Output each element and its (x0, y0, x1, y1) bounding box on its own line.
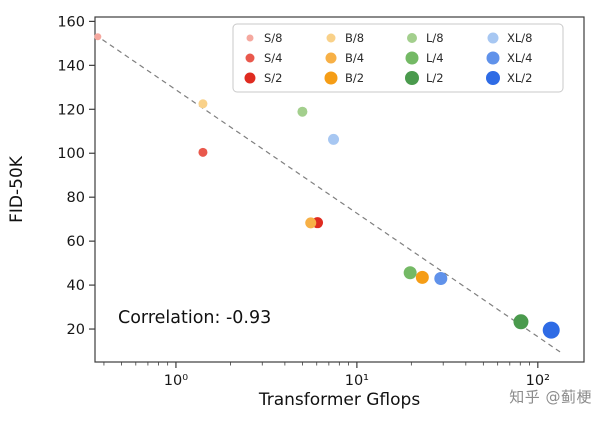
legend-label-b-8: B/8 (345, 31, 364, 45)
legend-label-s-4: S/4 (264, 51, 283, 65)
legend-marker-xl-2 (486, 71, 500, 85)
point-b-4 (305, 217, 317, 229)
legend-label-l-4: L/4 (426, 51, 444, 65)
watermark: 知乎 @蓟梗 (509, 388, 592, 406)
point-b-2 (415, 270, 429, 284)
y-tick-label: 100 (57, 146, 85, 162)
point-s-8 (94, 33, 102, 41)
point-l-4 (403, 266, 417, 280)
legend-marker-s-4 (245, 53, 255, 63)
point-l-2 (513, 314, 529, 330)
correlation-annotation: Correlation: -0.93 (118, 308, 271, 328)
y-tick-label: 80 (67, 190, 85, 206)
point-xl-8 (328, 133, 340, 145)
y-tick-label: 20 (67, 322, 85, 338)
legend-label-xl-4: XL/4 (507, 51, 532, 65)
legend-marker-l-8 (407, 33, 417, 43)
y-tick-label: 40 (67, 278, 85, 294)
legend-label-s-2: S/2 (264, 71, 283, 85)
legend-marker-xl-4 (486, 51, 500, 65)
point-b-8 (198, 99, 208, 109)
legend-marker-b-4 (325, 52, 337, 64)
y-tick-label: 120 (57, 102, 85, 118)
point-s-4 (198, 147, 208, 157)
y-tick-label: 140 (57, 58, 85, 74)
legend-label-xl-8: XL/8 (507, 31, 532, 45)
trend-line (94, 34, 561, 353)
point-l-8 (297, 106, 308, 117)
legend-label-l-8: L/8 (426, 31, 444, 45)
x-tick-label: 10⁰ (164, 373, 188, 389)
legend-marker-l-4 (405, 51, 419, 65)
y-axis-label: FID-50K (7, 155, 27, 223)
legend-marker-s-2 (244, 72, 256, 84)
legend-marker-b-2 (324, 71, 338, 85)
legend-marker-b-8 (326, 33, 336, 43)
y-tick-label: 160 (57, 14, 85, 30)
legend-label-b-4: B/4 (345, 51, 364, 65)
legend-box (232, 23, 564, 93)
x-tick-label: 10¹ (345, 373, 369, 389)
legend-label-l-2: L/2 (426, 71, 444, 85)
legend-label-xl-2: XL/2 (507, 71, 532, 85)
legend-marker-l-2 (405, 71, 419, 85)
x-tick-label: 10² (526, 373, 550, 389)
legend-marker-s-8 (246, 34, 254, 42)
legend-label-b-2: B/2 (345, 71, 364, 85)
legend-label-s-8: S/8 (264, 31, 283, 45)
legend-marker-xl-8 (487, 32, 499, 44)
y-tick-label: 60 (67, 234, 85, 250)
x-axis-label: Transformer Gflops (258, 390, 420, 410)
point-xl-4 (434, 271, 448, 285)
point-xl-2 (542, 321, 560, 339)
